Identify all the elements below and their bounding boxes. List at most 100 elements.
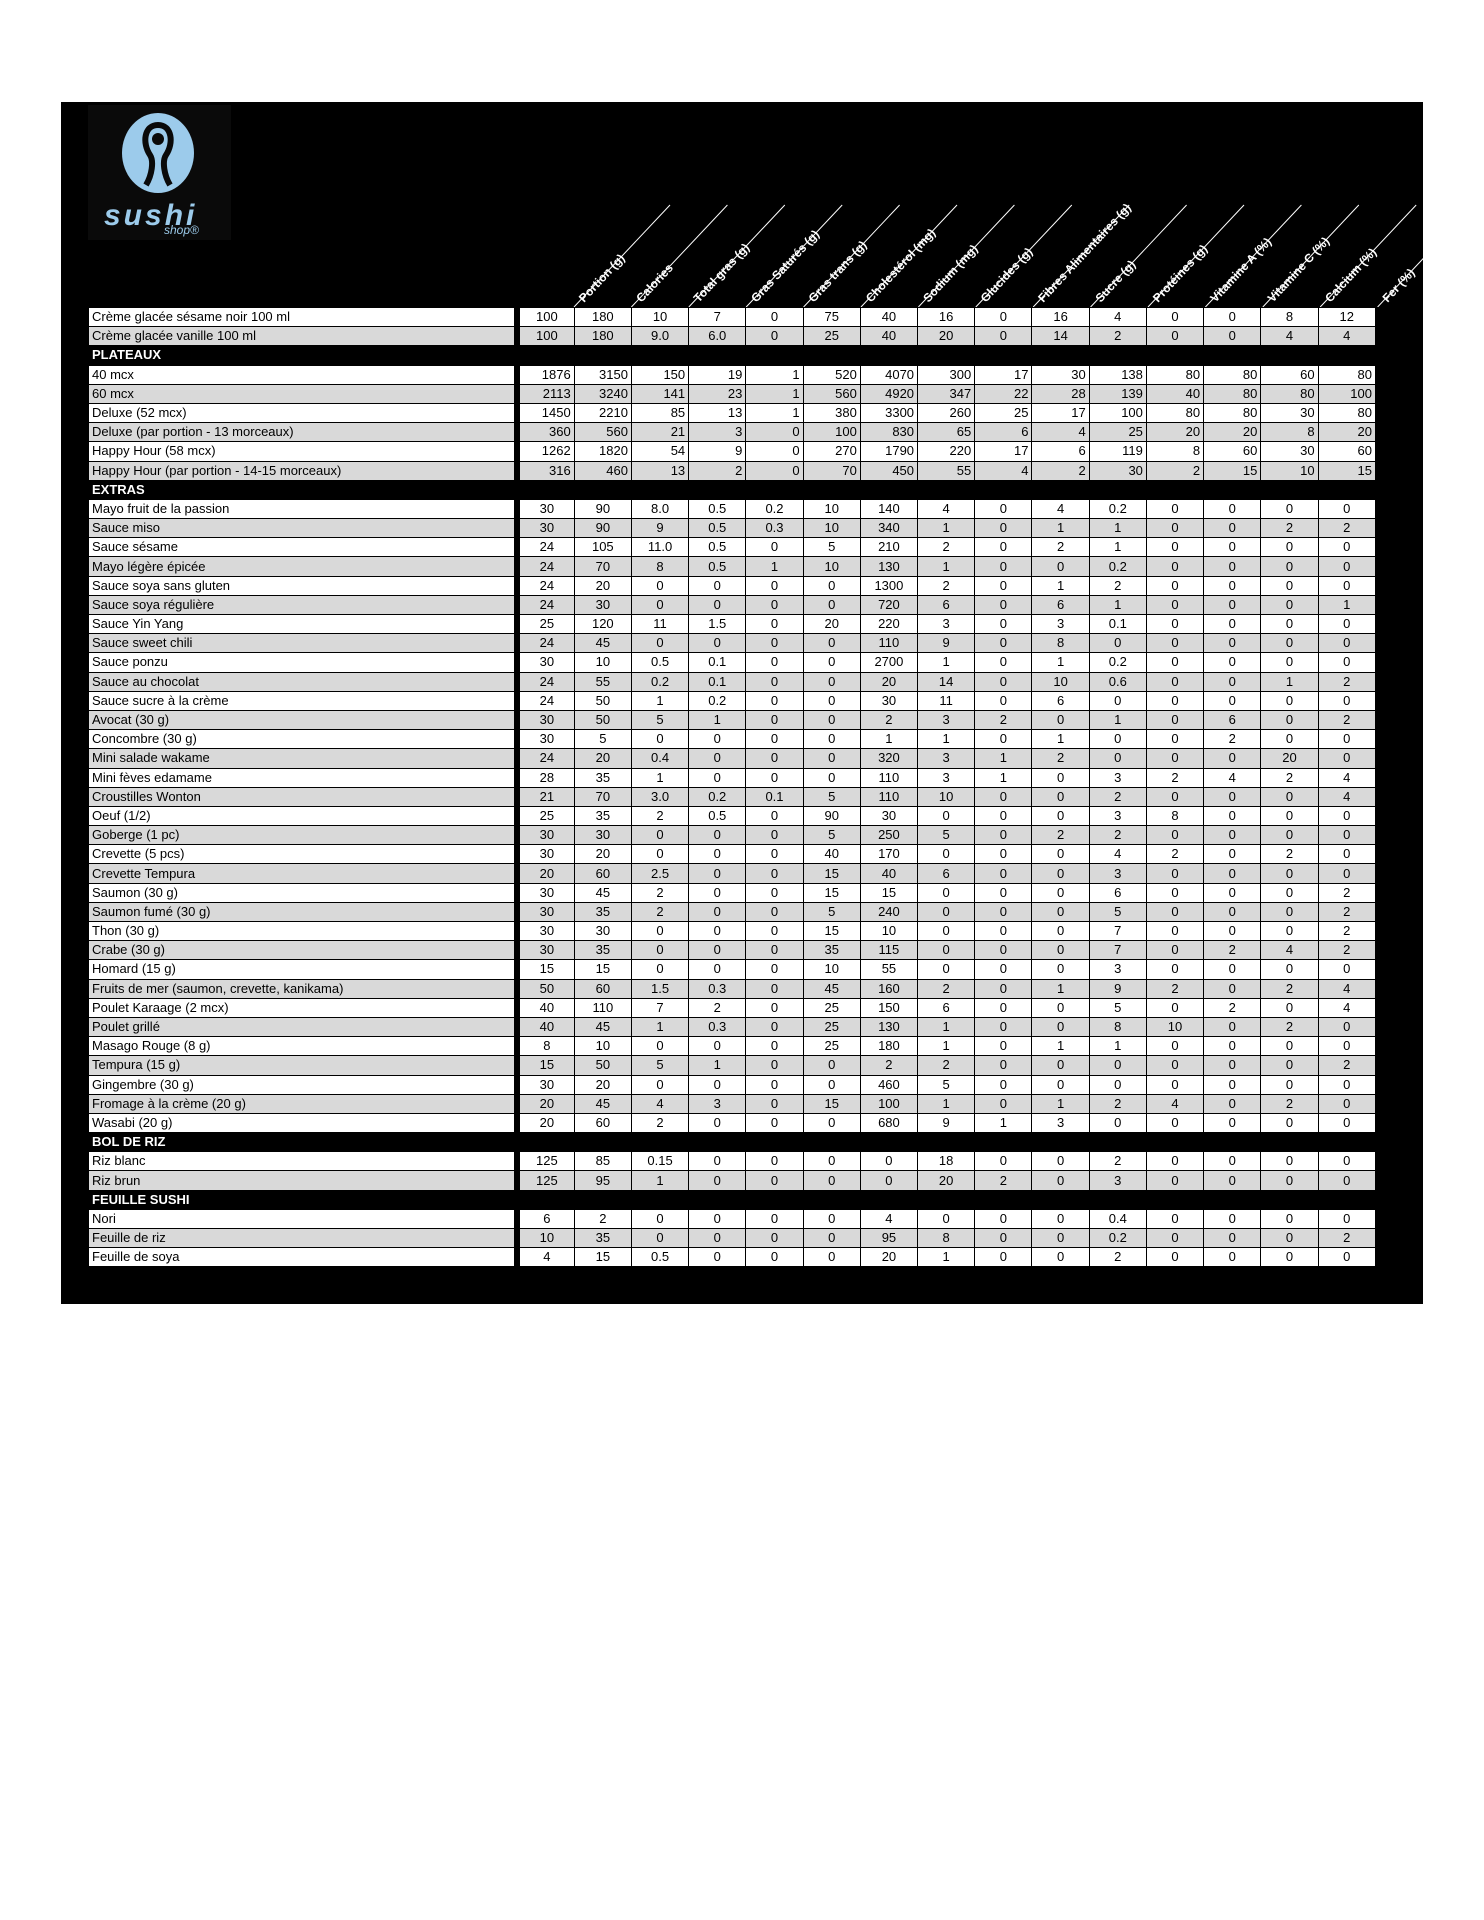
cell-value: 0 xyxy=(745,690,804,711)
cell-value: 2 xyxy=(1031,825,1090,846)
cell-value: 0 xyxy=(1203,1170,1262,1191)
cell-value: 0 xyxy=(745,1208,804,1230)
item-name: Feuille de riz xyxy=(88,1227,520,1249)
item-name: Mayo légère épicée xyxy=(88,556,520,577)
cell-value: 0.5 xyxy=(688,556,747,577)
cell-value: 141 xyxy=(630,383,690,404)
cell-value: 1 xyxy=(1088,709,1147,731)
cell-value: 0 xyxy=(1203,882,1262,903)
cell-value: 0 xyxy=(1203,671,1262,692)
item-name: Sauce sucre à la crème xyxy=(88,690,520,711)
table-row: Feuille de soya 4 15 0.5 0 0 0 20 1 0 0 2 0 0 0 0 xyxy=(88,1247,1377,1268)
cell-value: 60 xyxy=(573,863,632,884)
cell-value: 110 xyxy=(859,786,919,807)
cell-value: 3 xyxy=(1088,959,1147,980)
cell-value: 2 xyxy=(1145,844,1205,865)
table-row: Gingembre (30 g) 30 20 0 0 0 0 460 5 0 0 0 0 0 0 0 xyxy=(88,1074,1377,1095)
cell-value: 2 xyxy=(1317,920,1377,942)
cell-value: 0 xyxy=(745,959,804,980)
cell-value: 0 xyxy=(1145,326,1205,347)
cell-value: 0 xyxy=(1145,1036,1205,1057)
header-divider xyxy=(1262,204,1360,307)
cell-value: 0 xyxy=(745,633,804,654)
cell-value: 1 xyxy=(974,767,1033,788)
cell-value: 1 xyxy=(1317,594,1377,616)
cell-value: 4 xyxy=(1088,306,1147,328)
cell-value: 0 xyxy=(1145,729,1205,750)
cell-value: 5 xyxy=(802,537,861,558)
cell-value: 24 xyxy=(516,594,575,616)
cell-value: 0 xyxy=(745,1074,804,1095)
cell-value: 1 xyxy=(917,729,976,750)
cell-value: 0 xyxy=(1260,1247,1319,1268)
table-row: Nori 6 2 0 0 0 0 4 0 0 0 0.4 0 0 0 0 xyxy=(88,1208,1377,1230)
cell-value: 0 xyxy=(630,825,690,846)
cell-value: 0 xyxy=(1317,959,1377,980)
cell-value: 0 xyxy=(1260,1074,1319,1095)
table-row: Sauce soya régulière 24 30 0 0 0 0 720 6 0 6 1 0 0 0 1 xyxy=(88,594,1377,616)
cell-value: 0.3 xyxy=(688,978,747,999)
cell-value: 0 xyxy=(1145,1227,1205,1249)
cell-value: 95 xyxy=(859,1227,919,1249)
cell-value: 50 xyxy=(573,709,632,731)
cell-value: 0 xyxy=(745,748,804,769)
cell-value: 45 xyxy=(573,633,632,654)
item-name: Riz brun xyxy=(88,1170,520,1191)
cell-value: 1 xyxy=(917,652,976,673)
cell-value: 9 xyxy=(917,1112,976,1134)
cell-value: 8 xyxy=(917,1227,976,1249)
cell-value: 0.2 xyxy=(688,786,747,807)
cell-value: 0 xyxy=(1088,729,1147,750)
cell-value: 0 xyxy=(745,997,804,1018)
cell-value: 15 xyxy=(802,882,861,903)
cell-value: 0 xyxy=(1031,940,1090,961)
logo-brand: sushi xyxy=(104,199,198,232)
cell-value: 0 xyxy=(974,690,1033,711)
cell-value: 0 xyxy=(745,978,804,999)
cell-value: 240 xyxy=(859,901,919,923)
cell-value: 0 xyxy=(974,575,1033,596)
cell-value: 0 xyxy=(630,633,690,654)
item-name: Sauce miso xyxy=(88,518,520,539)
cell-value: 0 xyxy=(688,940,747,961)
cell-value: 0 xyxy=(1031,1170,1090,1191)
cell-value: 2 xyxy=(1317,1227,1377,1249)
cell-value: 300 xyxy=(917,364,976,385)
cell-value: 0 xyxy=(1145,498,1205,520)
cell-value: 2 xyxy=(1260,518,1319,539)
cell-value: 0 xyxy=(688,882,747,903)
cell-value: 45 xyxy=(573,882,632,903)
cell-value: 0 xyxy=(1145,613,1205,635)
cell-value: 119 xyxy=(1088,441,1147,462)
cell-value: 0 xyxy=(688,633,747,654)
cell-value: 0 xyxy=(1088,748,1147,769)
cell-value: 0 xyxy=(917,959,976,980)
cell-value: 0.2 xyxy=(1088,652,1147,673)
cell-value: 0 xyxy=(1260,1170,1319,1191)
cell-value: 0 xyxy=(802,767,861,788)
item-name: Crème glacée vanille 100 ml xyxy=(88,326,520,347)
table-row: Riz brun 125 95 1 0 0 0 0 20 2 0 3 0 0 0 0 xyxy=(88,1170,1377,1191)
cell-value: 1 xyxy=(630,1170,690,1191)
cell-value: 0 xyxy=(745,825,804,846)
table-row: Deluxe (par portion - 13 morceaux) 360 560… xyxy=(88,422,1377,443)
cell-value: 10 xyxy=(802,498,861,520)
cell-value: 1 xyxy=(1031,652,1090,673)
cell-value: 0 xyxy=(1260,882,1319,903)
cell-value: 0 xyxy=(1260,652,1319,673)
item-name: Goberge (1 pc) xyxy=(88,825,520,846)
cell-value: 380 xyxy=(802,402,861,424)
cell-value: 2 xyxy=(1088,1151,1147,1172)
item-name: Riz blanc xyxy=(88,1151,520,1172)
cell-value: 1 xyxy=(1031,978,1090,999)
section-row: FEUILLE SUSHI xyxy=(88,1189,1376,1210)
cell-value: 0 xyxy=(1203,1036,1262,1057)
cell-value: 8 xyxy=(1088,1016,1147,1038)
table-row: Sauce soya sans gluten 24 20 0 0 0 0 1300 2 0 1 2 0 0… xyxy=(88,575,1377,596)
cell-value: 30 xyxy=(573,920,632,942)
cell-value: 0 xyxy=(1203,901,1262,923)
cell-value: 30 xyxy=(859,805,919,827)
cell-value: 23 xyxy=(688,383,747,404)
cell-value: 70 xyxy=(573,556,632,577)
cell-value: 2 xyxy=(1317,518,1377,539)
